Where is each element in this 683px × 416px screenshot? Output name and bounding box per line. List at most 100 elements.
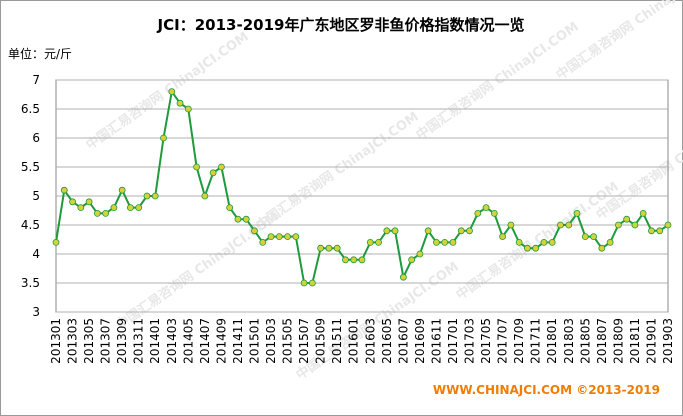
marker — [176, 99, 184, 107]
marker — [267, 233, 275, 241]
marker — [242, 215, 250, 223]
x-tick-label: 201601 — [347, 318, 361, 364]
y-tick-label: 7 — [32, 73, 40, 87]
marker — [383, 227, 391, 235]
marker — [648, 227, 655, 235]
x-tick-label: 201501 — [247, 318, 261, 364]
marker — [441, 238, 449, 246]
x-tick-label: 201405 — [181, 318, 195, 364]
marker — [466, 227, 473, 235]
x-tick-label: 201507 — [297, 318, 311, 364]
x-tick-label: 201409 — [214, 318, 228, 364]
marker — [259, 238, 267, 246]
x-tick-label: 201703 — [463, 318, 477, 364]
marker — [251, 227, 258, 235]
marker — [532, 244, 540, 252]
marker — [193, 163, 200, 171]
x-tick-label: 201411 — [231, 318, 245, 364]
x-tick-label: 201603 — [363, 318, 377, 364]
marker — [77, 204, 85, 212]
marker — [606, 238, 614, 246]
x-tick-label: 201403 — [165, 318, 179, 364]
marker — [218, 163, 225, 171]
marker — [366, 238, 374, 246]
marker — [110, 204, 118, 212]
marker — [631, 221, 639, 229]
marker — [284, 233, 291, 241]
marker — [507, 221, 515, 229]
x-tick-label: 201309 — [115, 318, 129, 364]
marker — [524, 244, 531, 252]
marker — [93, 209, 101, 217]
marker — [85, 198, 93, 206]
footer: WWW.CHINAJCI.COM ©2013-2019 — [433, 383, 660, 397]
marker — [639, 209, 647, 217]
marker — [201, 192, 209, 200]
marker — [540, 238, 548, 246]
marker — [598, 244, 606, 252]
marker — [52, 238, 60, 246]
x-tick-label: 201801 — [545, 318, 559, 364]
x-tick-label: 201511 — [330, 318, 344, 364]
marker — [300, 279, 308, 287]
chart-title: JCI：2013-2019年广东地区罗非鱼价格指数情况一览 — [157, 16, 525, 34]
x-tick-label: 201307 — [99, 318, 113, 364]
marker — [333, 244, 341, 252]
x-tick-label: 201901 — [644, 318, 658, 364]
y-tick-label: 6.5 — [21, 102, 40, 116]
x-tick-label: 201505 — [281, 318, 295, 364]
unit-label: 单位：元/斤 — [8, 46, 72, 61]
marker — [127, 204, 134, 212]
x-tick-label: 201807 — [595, 318, 609, 364]
marker — [614, 221, 622, 229]
marker — [664, 221, 672, 229]
marker — [499, 233, 506, 241]
marker — [151, 192, 159, 200]
marker — [342, 256, 349, 264]
x-tick-label: 201803 — [562, 318, 576, 364]
marker — [416, 250, 424, 258]
marker — [408, 256, 416, 264]
x-tick-label: 201811 — [628, 318, 642, 364]
marker — [275, 233, 283, 241]
marker — [581, 233, 589, 241]
marker — [391, 227, 399, 235]
marker — [292, 233, 300, 241]
marker — [358, 256, 366, 264]
x-tick-label: 201301 — [49, 318, 63, 364]
x-tick-label: 201407 — [198, 318, 212, 364]
marker — [557, 221, 564, 229]
x-tick-label: 201903 — [661, 318, 675, 364]
marker — [60, 186, 68, 194]
marker — [573, 209, 581, 217]
marker — [433, 238, 440, 246]
x-tick-label: 201705 — [479, 318, 493, 364]
y-tick-label: 4.5 — [21, 218, 40, 232]
marker — [168, 88, 176, 95]
marker — [656, 227, 664, 235]
marker — [565, 221, 573, 229]
marker — [143, 192, 151, 200]
x-tick-label: 201401 — [148, 318, 162, 364]
x-tick-label: 201607 — [396, 318, 410, 364]
marker — [184, 105, 192, 113]
x-tick-label: 201709 — [512, 318, 526, 364]
marker — [474, 209, 482, 217]
x-tick-label: 201605 — [380, 318, 394, 364]
marker — [548, 238, 556, 246]
x-tick-label: 201303 — [66, 318, 80, 364]
marker — [325, 244, 333, 252]
marker — [457, 227, 465, 235]
marker — [490, 209, 498, 217]
x-tick-label: 201701 — [446, 318, 460, 364]
x-tick-label: 201711 — [529, 318, 543, 364]
marker — [623, 215, 631, 223]
x-tick-label: 201809 — [611, 318, 625, 364]
marker — [449, 238, 457, 246]
marker — [399, 273, 407, 281]
marker — [69, 198, 76, 206]
y-tick-label: 4 — [32, 247, 40, 261]
x-tick-label: 201311 — [132, 318, 146, 364]
x-tick-label: 201609 — [413, 318, 427, 364]
